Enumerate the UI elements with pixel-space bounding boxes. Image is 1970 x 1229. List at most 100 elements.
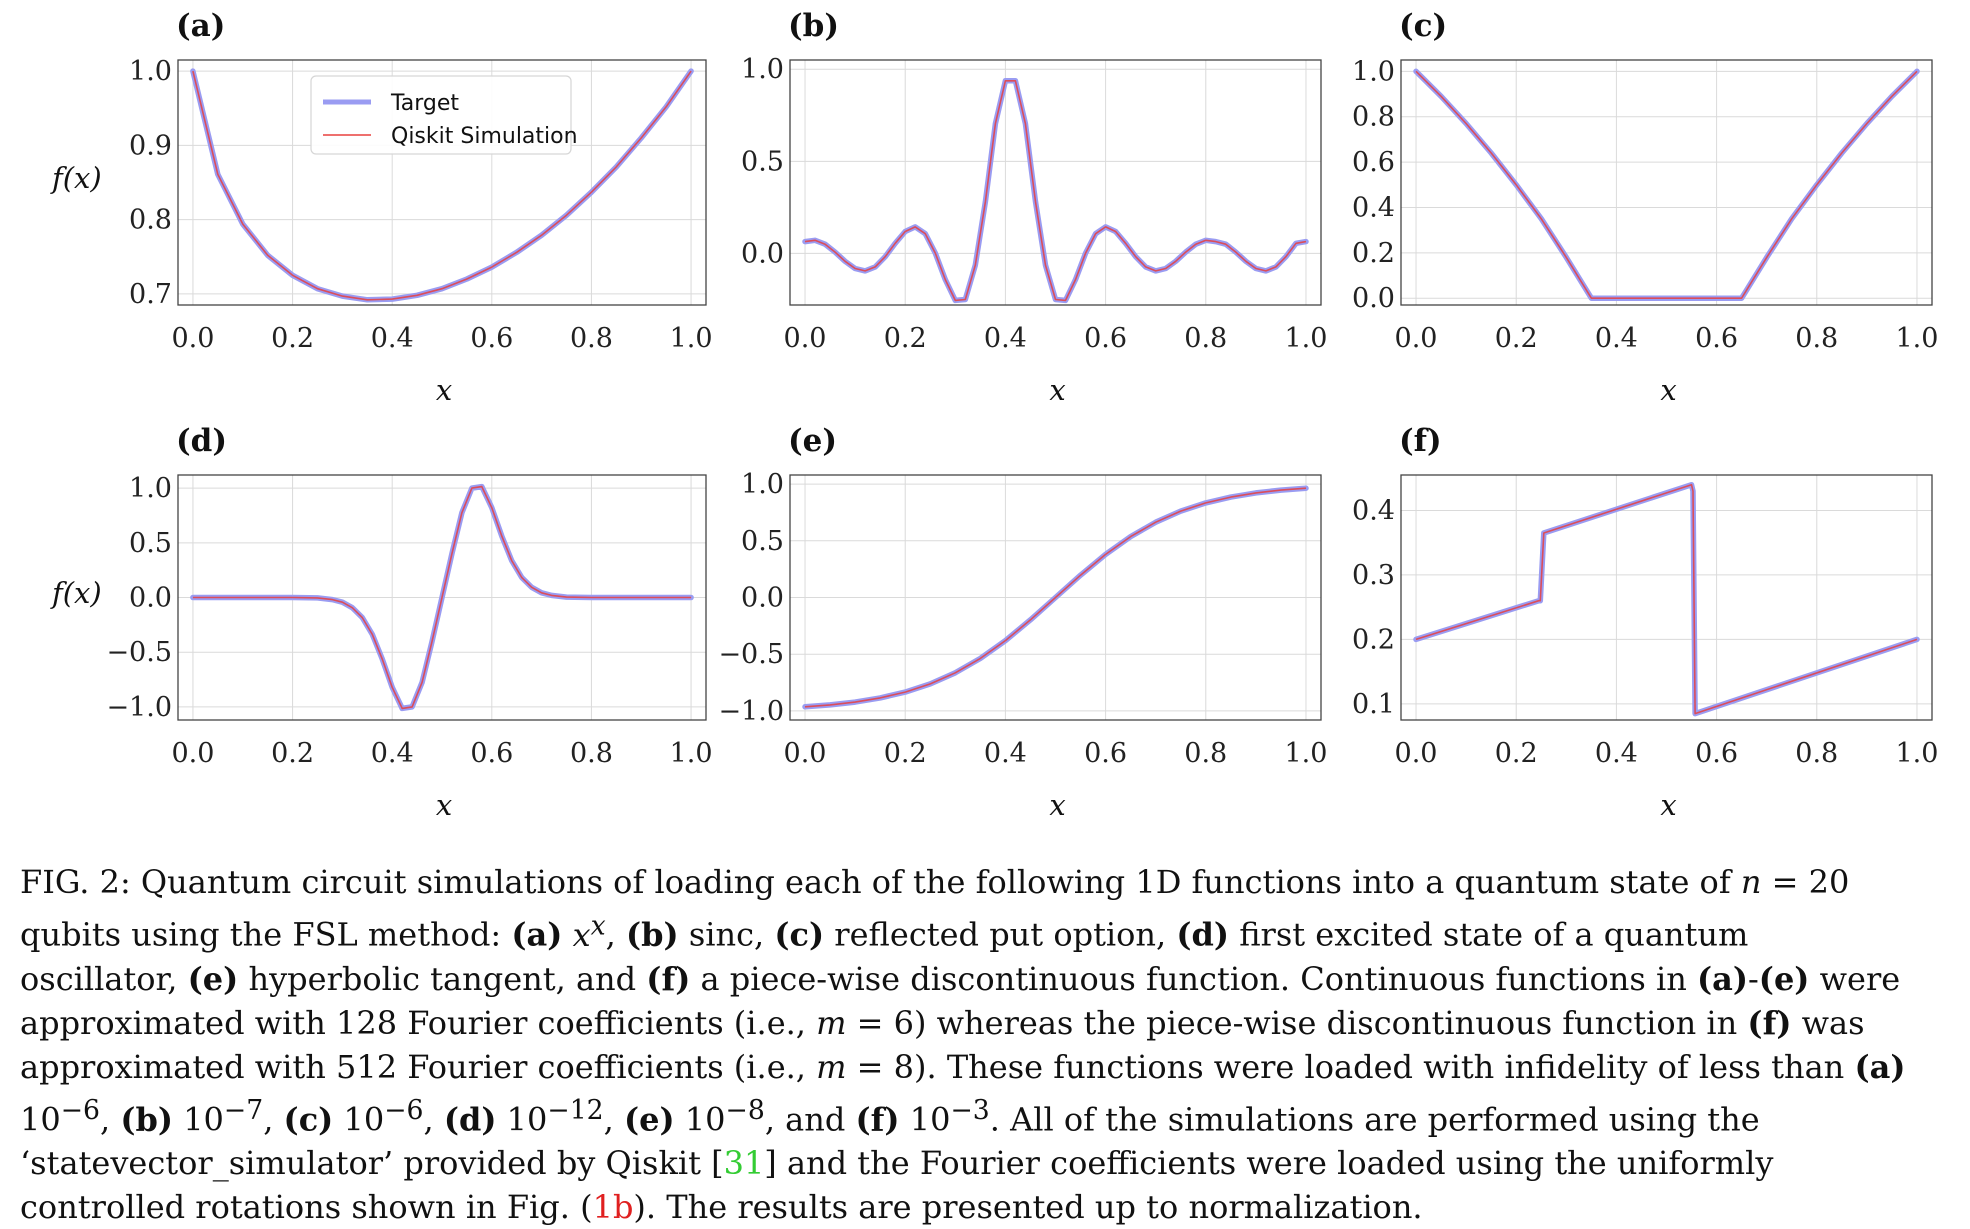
legend-label-simulation: Qiskit Simulation: [391, 124, 578, 149]
caption-line: approximated with 128 Fourier coefficien…: [20, 1003, 1865, 1042]
caption-line: qubits using the FSL method: (a) xx, (b)…: [20, 910, 1749, 954]
plot-frame: [1400, 59, 1933, 306]
y-tick-label: 0.5: [741, 526, 784, 557]
y-axis-label: f(x): [50, 161, 102, 195]
x-tick-label: 0.4: [371, 738, 414, 769]
panel-e: 0.0 0.2 0.4 0.6 0.8 1.0−1.0−0.50.00.51.0(e)x: [718, 423, 1327, 822]
series-target-line: [1413, 481, 1920, 717]
y-tick-label: 0.0: [129, 583, 172, 614]
caption-line: FIG. 2: Quantum circuit simulations of l…: [20, 863, 1850, 901]
x-tick-label: 1.0: [670, 323, 713, 354]
y-tick-label: 0.0: [741, 583, 784, 614]
x-tick-label: 0.4: [371, 323, 414, 354]
y-tick-label: 0.8: [1352, 102, 1395, 133]
panel-tag: (f): [1399, 423, 1442, 459]
caption-line: approximated with 512 Fourier coefficien…: [20, 1047, 1906, 1086]
y-tick-label: 0.2: [1352, 624, 1395, 655]
x-tick-label: 1.0: [670, 738, 713, 769]
plot-frame: [177, 59, 707, 306]
x-tick-label: 0.8: [1795, 738, 1838, 769]
x-tick-label: 1.0: [1284, 738, 1327, 769]
plot-frame: [789, 59, 1322, 306]
panel-tag: (b): [788, 8, 839, 44]
y-tick-label: 0.8: [129, 205, 172, 236]
x-tick-label: 0.0: [784, 323, 827, 354]
x-tick-label: 0.4: [984, 323, 1027, 354]
legend: Target Qiskit Simulation: [310, 75, 578, 155]
y-tick-label: 0.5: [129, 528, 172, 559]
y-tick-label: −0.5: [718, 639, 784, 670]
x-tick-label: 0.8: [570, 738, 613, 769]
series-simulation-line: [192, 485, 692, 710]
series-simulation-line: [1415, 70, 1918, 300]
y-tick-label: 0.4: [1352, 495, 1395, 526]
x-axis-label: x: [436, 788, 452, 822]
series-simulation-line: [804, 487, 1307, 708]
y-tick-label: 1.0: [741, 54, 784, 85]
plot-frame: [177, 474, 707, 721]
x-tick-label: 0.0: [784, 738, 827, 769]
panel-tag: (d): [176, 423, 227, 459]
series-target-line: [1413, 68, 1920, 301]
x-tick-label: 0.2: [271, 738, 314, 769]
x-tick-label: 0.6: [1084, 323, 1127, 354]
panel-tag: (c): [1399, 8, 1447, 44]
x-tick-label: 0.0: [171, 323, 214, 354]
x-axis-label: x: [1049, 373, 1065, 407]
y-tick-label: −1.0: [718, 696, 784, 727]
x-tick-label: 0.2: [1495, 323, 1538, 354]
figure-caption: FIG. 2: Quantum circuit simulations of l…: [20, 860, 1960, 1229]
x-tick-label: 0.2: [1495, 738, 1538, 769]
x-axis-label: x: [1049, 788, 1065, 822]
panel-tag: (a): [176, 8, 225, 44]
y-tick-label: 1.0: [129, 56, 172, 87]
panel-d: 0.0 0.2 0.4 0.6 0.8 1.0−1.0−0.50.00.51.0(d)xf…: [50, 423, 713, 822]
y-tick-label: 0.1: [1352, 689, 1395, 720]
caption-line: oscillator, (e) hyperbolic tangent, and …: [20, 959, 1901, 998]
y-tick-label: 0.6: [1352, 147, 1395, 178]
caption-line: controlled rotations shown in Fig. (1b).…: [20, 1188, 1423, 1227]
panel-a: 0.0 0.2 0.4 0.6 0.8 1.00.70.80.91.0(a)xf(x)Ta…: [50, 8, 713, 407]
x-tick-label: 1.0: [1895, 323, 1938, 354]
y-tick-label: −1.0: [106, 692, 172, 723]
x-tick-label: 0.6: [1695, 738, 1738, 769]
y-tick-label: 0.0: [741, 238, 784, 269]
y-tick-label: 0.5: [741, 146, 784, 177]
y-tick-label: 0.3: [1352, 560, 1395, 591]
x-axis-label: x: [436, 373, 452, 407]
x-tick-label: 0.0: [1395, 738, 1438, 769]
figure-2-plots: 0.0 0.2 0.4 0.6 0.8 1.00.70.80.91.0(a)xf(x)Ta…: [50, 8, 1938, 822]
x-tick-label: 0.8: [570, 323, 613, 354]
x-tick-label: 0.0: [171, 738, 214, 769]
x-tick-label: 0.0: [1395, 323, 1438, 354]
x-tick-label: 0.8: [1184, 323, 1227, 354]
series-simulation-line: [1415, 483, 1918, 715]
panel-c: 0.0 0.2 0.4 0.6 0.8 1.00.00.20.40.60.81.0(c)x: [1352, 8, 1938, 407]
panel-b: 0.0 0.2 0.4 0.6 0.8 1.00.00.51.0(b)x: [741, 8, 1327, 407]
caption-line: 10−6, (b) 10−7, (c) 10−6, (d) 10−12, (e)…: [20, 1094, 1760, 1139]
y-tick-label: 0.4: [1352, 192, 1395, 223]
y-tick-label: 0.9: [129, 130, 172, 161]
legend-label-target: Target: [390, 91, 459, 116]
x-tick-label: 0.4: [1595, 323, 1638, 354]
y-tick-label: −0.5: [106, 637, 172, 668]
x-tick-label: 1.0: [1284, 323, 1327, 354]
x-tick-label: 0.8: [1795, 323, 1838, 354]
y-tick-label: 0.7: [129, 279, 172, 310]
y-tick-label: 0.0: [1352, 283, 1395, 314]
x-tick-label: 0.2: [884, 738, 927, 769]
x-tick-label: 1.0: [1895, 738, 1938, 769]
series-simulation-line: [192, 70, 692, 301]
x-tick-label: 0.4: [1595, 738, 1638, 769]
x-tick-label: 0.4: [984, 738, 1027, 769]
plot-frame: [789, 474, 1322, 721]
y-tick-label: 1.0: [1352, 56, 1395, 87]
series-target-line: [802, 78, 1309, 304]
panel-tag: (e): [788, 423, 837, 459]
x-tick-label: 0.6: [1695, 323, 1738, 354]
y-tick-label: 0.2: [1352, 238, 1395, 269]
x-tick-label: 0.2: [271, 323, 314, 354]
panel-f: 0.0 0.2 0.4 0.6 0.8 1.0 0.1 0.2 0.3 0.4 (f) x: [1352, 423, 1938, 822]
x-tick-label: 0.6: [470, 323, 513, 354]
plot-frame: [1400, 474, 1933, 721]
